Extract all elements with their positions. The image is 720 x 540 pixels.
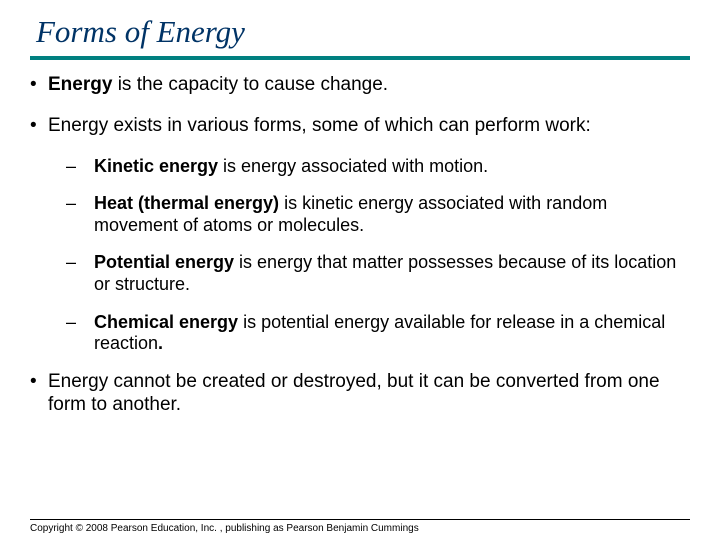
bold-term: Kinetic energy	[94, 156, 218, 176]
bold-term: Energy	[48, 74, 112, 95]
copyright-footer: Copyright © 2008 Pearson Education, Inc.…	[30, 520, 690, 540]
sub-bullet-4: – Chemical energy is potential energy av…	[66, 312, 690, 355]
bullet-text: Energy cannot be created or destroyed, b…	[48, 371, 690, 417]
bullet-2: • Energy exists in various forms, some o…	[30, 115, 690, 138]
sub-text: Chemical energy is potential energy avai…	[94, 312, 690, 355]
bold-period: .	[158, 333, 163, 353]
sub-bullet-list: – Kinetic energy is energy associated wi…	[66, 156, 690, 355]
sub-bullet-3: – Potential energy is energy that matter…	[66, 252, 690, 295]
sub-bullet-1: – Kinetic energy is energy associated wi…	[66, 156, 690, 178]
bold-term: Chemical energy	[94, 312, 238, 332]
sub-dash: –	[66, 156, 94, 178]
sub-bullet-2: – Heat (thermal energy) is kinetic energ…	[66, 193, 690, 236]
slide-content: • Energy is the capacity to cause change…	[30, 74, 690, 519]
sub-text: Potential energy is energy that matter p…	[94, 252, 690, 295]
text-rest: is energy associated with motion.	[218, 156, 488, 176]
sub-text: Kinetic energy is energy associated with…	[94, 156, 690, 178]
text-rest: is the capacity to cause change.	[112, 74, 388, 95]
bullet-dot: •	[30, 115, 48, 138]
bullet-text: Energy exists in various forms, some of …	[48, 115, 690, 138]
sub-dash: –	[66, 193, 94, 236]
bullet-text: Energy is the capacity to cause change.	[48, 74, 690, 97]
sub-dash: –	[66, 252, 94, 295]
bullet-3: • Energy cannot be created or destroyed,…	[30, 371, 690, 417]
sub-text: Heat (thermal energy) is kinetic energy …	[94, 193, 690, 236]
slide: Forms of Energy • Energy is the capacity…	[0, 0, 720, 540]
sub-dash: –	[66, 312, 94, 355]
bold-term: Heat (thermal energy)	[94, 193, 279, 213]
bold-term: Potential energy	[94, 252, 234, 272]
bullet-1: • Energy is the capacity to cause change…	[30, 74, 690, 97]
bullet-dot: •	[30, 74, 48, 97]
title-divider	[30, 56, 690, 60]
slide-title: Forms of Energy	[36, 14, 690, 50]
bullet-dot: •	[30, 371, 48, 417]
